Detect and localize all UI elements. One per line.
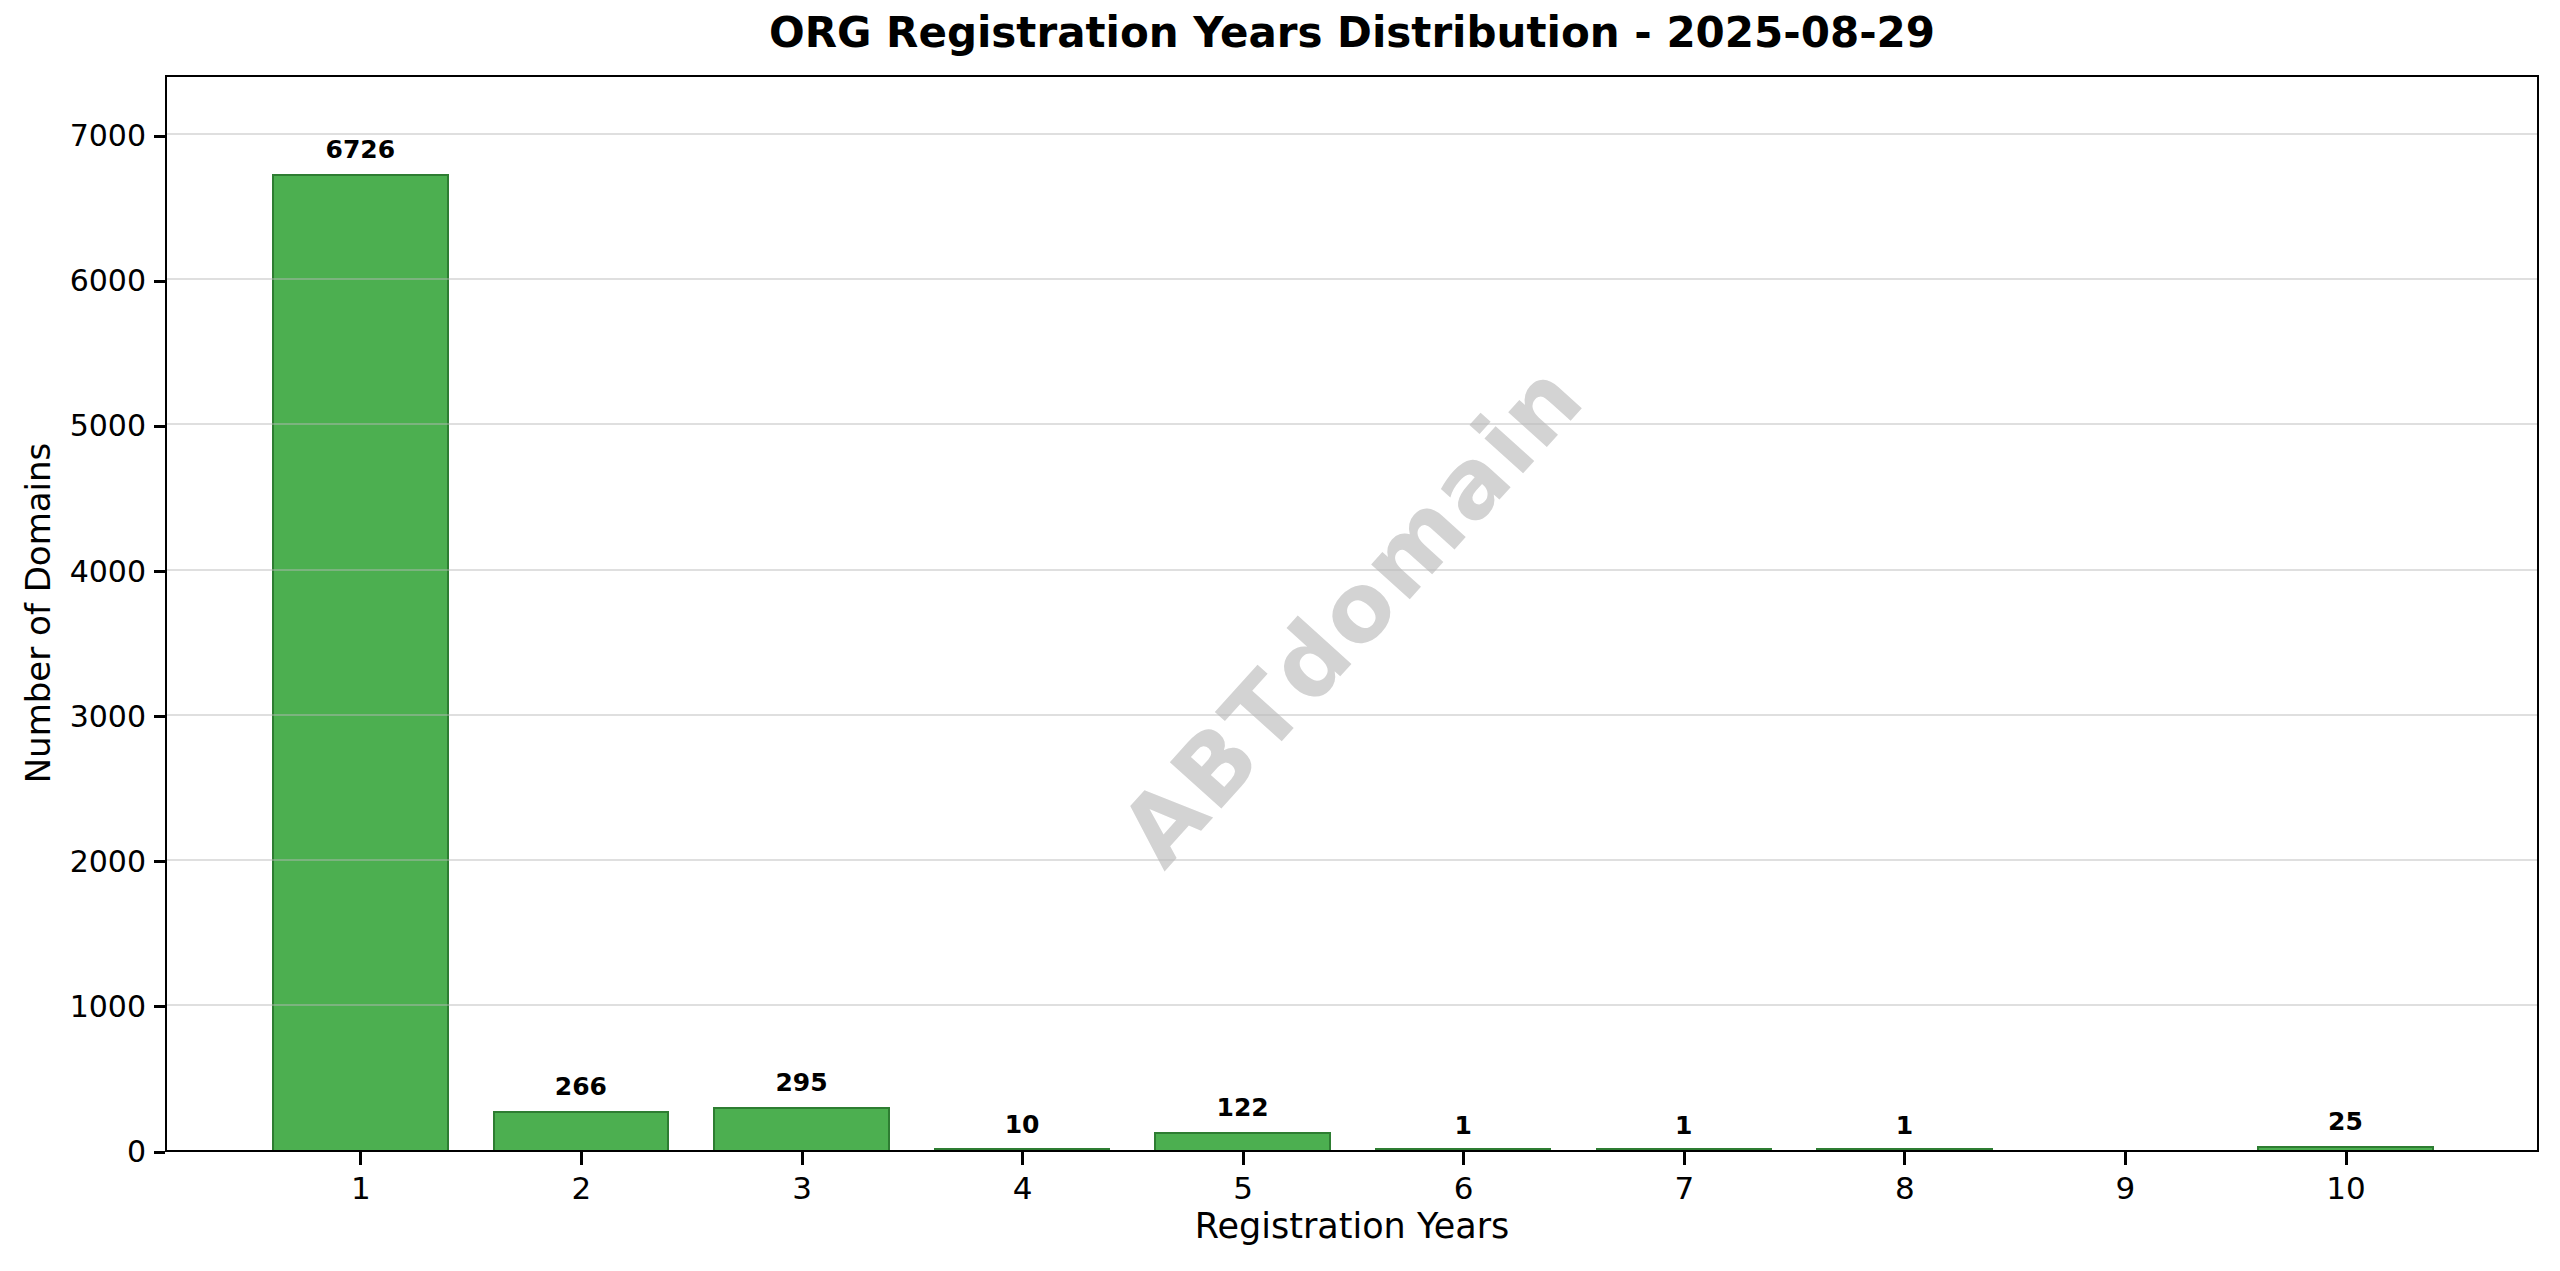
xtick-label-3: 3 (792, 1170, 812, 1206)
ytick-mark-0 (154, 1151, 165, 1154)
xtick-label-8: 8 (1895, 1170, 1915, 1206)
ytick-label-2000: 2000 (0, 844, 146, 880)
bar-year-8 (1816, 1148, 1992, 1151)
ytick-mark-2000 (154, 860, 165, 863)
ytick-mark-6000 (154, 280, 165, 283)
xtick-label-4: 4 (1013, 1170, 1033, 1206)
xtick-mark-2 (580, 1152, 583, 1165)
gridline-y-6000 (167, 278, 2537, 280)
x-axis-label: Registration Years (165, 1206, 2539, 1246)
ytick-label-4000: 4000 (0, 554, 146, 590)
bar-year-4 (934, 1148, 1110, 1151)
gridline-y-4000 (167, 569, 2537, 571)
xtick-mark-8 (1903, 1152, 1906, 1165)
xtick-label-1: 1 (351, 1170, 371, 1206)
xtick-mark-4 (1021, 1152, 1024, 1165)
xtick-mark-7 (1683, 1152, 1686, 1165)
xtick-mark-3 (801, 1152, 804, 1165)
xtick-label-10: 10 (2326, 1170, 2365, 1206)
ytick-label-7000: 7000 (0, 118, 146, 154)
gridline-y-7000 (167, 133, 2537, 135)
ytick-mark-7000 (154, 135, 165, 138)
bar-value-label-year-6: 1 (1455, 1111, 1472, 1140)
ytick-label-5000: 5000 (0, 408, 146, 444)
xtick-label-2: 2 (572, 1170, 592, 1206)
bar-value-label-year-7: 1 (1675, 1111, 1692, 1140)
xtick-label-9: 9 (2116, 1170, 2136, 1206)
xtick-mark-10 (2345, 1152, 2348, 1165)
gridline-y-3000 (167, 714, 2537, 716)
xtick-mark-5 (1242, 1152, 1245, 1165)
bar-value-label-year-4: 10 (1005, 1110, 1040, 1139)
ytick-label-1000: 1000 (0, 989, 146, 1025)
gridline-y-1000 (167, 1004, 2537, 1006)
ytick-label-0: 0 (0, 1134, 146, 1170)
bar-value-label-year-8: 1 (1896, 1111, 1913, 1140)
ytick-mark-3000 (154, 715, 165, 718)
bar-value-label-year-10: 25 (2328, 1107, 2363, 1136)
bar-year-7 (1596, 1148, 1772, 1151)
xtick-mark-1 (359, 1152, 362, 1165)
gridline-y-5000 (167, 423, 2537, 425)
ytick-mark-5000 (154, 425, 165, 428)
ytick-label-6000: 6000 (0, 263, 146, 299)
ytick-label-3000: 3000 (0, 699, 146, 735)
bar-year-2 (493, 1111, 669, 1150)
plot-area: ABTdomain 67262662951012211125 (165, 75, 2539, 1152)
xtick-label-5: 5 (1233, 1170, 1253, 1206)
xtick-mark-6 (1462, 1152, 1465, 1165)
bar-year-10 (2257, 1146, 2433, 1150)
bar-year-5 (1154, 1132, 1330, 1150)
bar-chart-figure: ORG Registration Years Distribution - 20… (0, 0, 2560, 1271)
xtick-label-7: 7 (1674, 1170, 1694, 1206)
xtick-mark-9 (2124, 1152, 2127, 1165)
bar-value-label-year-1: 6726 (326, 135, 396, 164)
bar-value-label-year-3: 295 (775, 1068, 827, 1097)
chart-title: ORG Registration Years Distribution - 20… (165, 8, 2539, 57)
bar-year-6 (1375, 1148, 1551, 1151)
ytick-mark-1000 (154, 1005, 165, 1008)
ytick-mark-4000 (154, 570, 165, 573)
bar-year-3 (713, 1107, 889, 1150)
gridline-y-2000 (167, 859, 2537, 861)
bar-value-label-year-5: 122 (1217, 1093, 1269, 1122)
xtick-label-6: 6 (1454, 1170, 1474, 1206)
bar-value-label-year-2: 266 (555, 1072, 607, 1101)
